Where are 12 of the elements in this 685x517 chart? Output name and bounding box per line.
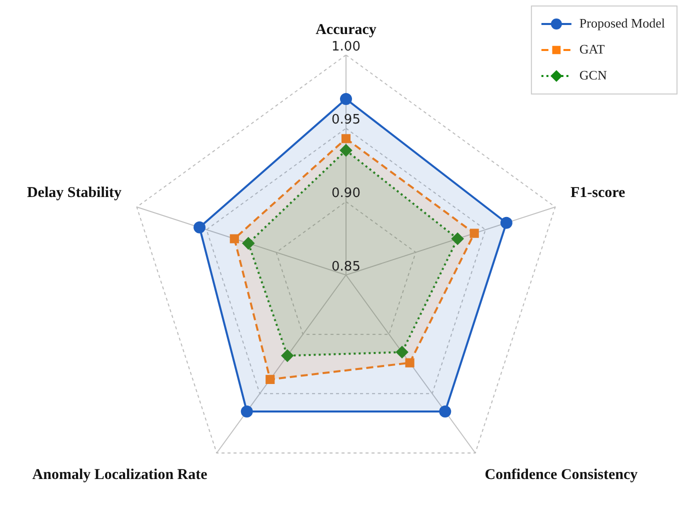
spoke-label: F1-score [570, 184, 626, 201]
legend-label: GAT [579, 41, 605, 56]
y-tick-label: 0.85 [332, 259, 360, 274]
legend-label: GCN [579, 67, 608, 82]
spoke-label: Accuracy [316, 22, 377, 38]
spoke-label: Confidence Consistency [484, 466, 638, 483]
legend-label: Proposed Model [579, 15, 666, 30]
y-tick-label: 0.95 [332, 112, 360, 128]
spoke-label: Delay Stability [26, 184, 122, 201]
y-tick-label: 1.00 [332, 39, 360, 54]
spoke-label: Anomaly Localization Rate [32, 466, 208, 483]
y-tick-label: 0.90 [332, 186, 360, 202]
